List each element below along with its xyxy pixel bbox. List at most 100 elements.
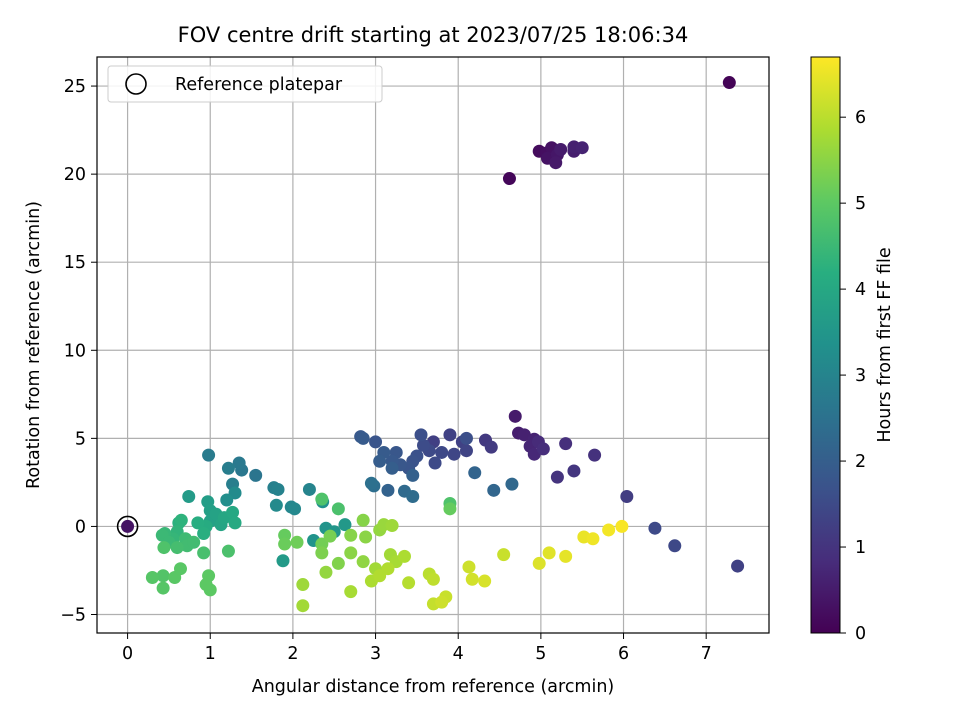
data-point — [502, 172, 516, 186]
data-point — [221, 544, 235, 558]
data-point — [443, 502, 457, 516]
data-point — [187, 535, 201, 549]
colorbar-tick-label: 2 — [855, 452, 866, 472]
data-point — [428, 456, 442, 470]
x-axis-ticks: 0 1 2 3 4 5 6 7 — [122, 633, 712, 664]
y-tick-label: −5 — [60, 606, 86, 626]
data-point — [373, 454, 387, 468]
data-point — [385, 461, 399, 475]
data-point — [505, 477, 519, 491]
data-point — [549, 156, 563, 170]
x-tick-label: 3 — [370, 644, 381, 664]
data-point — [331, 556, 345, 570]
data-point — [402, 576, 416, 590]
data-point — [381, 562, 395, 576]
data-point — [435, 595, 449, 609]
y-tick-label: 25 — [64, 77, 86, 97]
data-point — [203, 583, 217, 597]
colorbar-tick-label: 6 — [855, 108, 866, 128]
data-point — [497, 548, 511, 562]
x-axis-label: Angular distance from reference (arcmin) — [252, 677, 615, 697]
legend-label: Reference platepar — [175, 75, 343, 95]
data-point — [554, 142, 568, 156]
data-point — [221, 461, 235, 475]
y-axis-ticks: −5 0 5 10 15 20 25 — [60, 77, 97, 626]
legend: Reference platepar — [107, 65, 383, 103]
colorbar-tick-label: 3 — [855, 366, 866, 386]
data-point — [536, 442, 550, 456]
data-point — [397, 549, 411, 563]
colorbar-tick-label: 0 — [855, 624, 866, 644]
reference-platepar-marker — [116, 515, 139, 538]
data-point — [157, 541, 171, 555]
data-point — [173, 562, 187, 576]
y-tick-label: 0 — [75, 517, 86, 537]
legend-box — [107, 65, 383, 103]
data-point — [414, 428, 428, 442]
data-point — [344, 546, 358, 560]
data-point — [508, 409, 522, 423]
data-point — [620, 489, 634, 503]
reference-point-dot — [121, 519, 135, 533]
plot-area-frame — [96, 56, 770, 634]
data-point — [517, 428, 531, 442]
data-point — [465, 572, 479, 586]
data-point — [459, 431, 473, 445]
data-point — [331, 502, 345, 516]
data-point — [323, 529, 337, 543]
data-point — [145, 571, 159, 585]
colorbar-tick-label: 4 — [855, 280, 866, 300]
data-point — [296, 599, 310, 613]
data-point — [170, 541, 184, 555]
data-point — [156, 569, 170, 583]
data-point — [220, 493, 234, 507]
data-point — [668, 539, 682, 553]
data-point — [567, 464, 581, 478]
data-point — [406, 489, 420, 503]
data-point — [278, 537, 292, 551]
data-point — [315, 492, 329, 506]
data-point — [468, 466, 482, 480]
data-point — [462, 560, 476, 574]
x-tick-label: 4 — [453, 644, 464, 664]
data-point — [302, 482, 316, 496]
y-axis-label: Rotation from reference (arcmin) — [24, 201, 44, 489]
x-tick-label: 2 — [287, 644, 298, 664]
data-point — [156, 581, 170, 595]
x-tick-label: 5 — [535, 644, 546, 664]
data-point — [447, 447, 461, 461]
data-point — [202, 448, 216, 462]
data-point — [315, 546, 329, 560]
colorbar-gradient — [810, 56, 841, 634]
data-point — [356, 513, 370, 527]
y-tick-label: 5 — [75, 429, 86, 449]
data-point — [487, 483, 501, 497]
y-tick-label: 20 — [64, 165, 86, 185]
data-point — [722, 76, 736, 90]
data-point — [588, 448, 602, 462]
data-point — [356, 555, 370, 569]
data-point — [174, 513, 188, 527]
data-point — [356, 431, 370, 445]
data-point — [269, 498, 283, 512]
data-point — [288, 502, 302, 516]
data-point — [586, 532, 600, 546]
colorbar-label: Hours from first FF file — [875, 247, 895, 442]
data-point — [276, 554, 290, 568]
data-point — [182, 489, 196, 503]
colorbar-tick-label: 1 — [855, 538, 866, 558]
data-point — [385, 519, 399, 533]
data-point — [271, 482, 285, 496]
y-tick-label: 10 — [64, 341, 86, 361]
reference-point-ring — [116, 515, 139, 538]
data-point — [731, 559, 745, 573]
data-point — [344, 528, 358, 542]
data-point — [338, 518, 352, 532]
x-tick-label: 1 — [205, 644, 216, 664]
data-point — [443, 428, 457, 442]
colorbar-tick-label: 5 — [855, 194, 866, 214]
data-point — [381, 483, 395, 497]
data-point — [228, 516, 242, 530]
data-point — [369, 435, 383, 449]
